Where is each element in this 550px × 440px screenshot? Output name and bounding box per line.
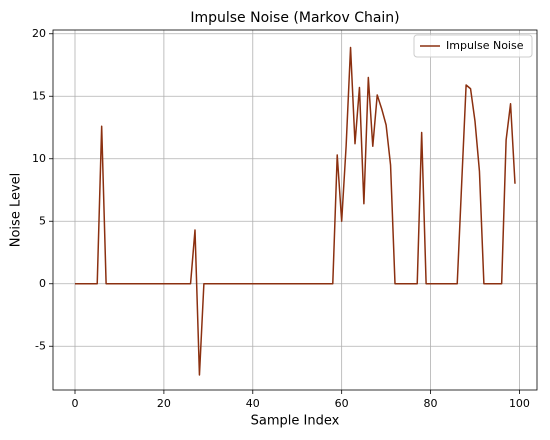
x-tick-label: 80 — [424, 397, 438, 410]
y-tick-label: 10 — [32, 152, 46, 165]
y-tick-label: -5 — [35, 339, 46, 352]
data-line — [75, 46, 516, 376]
y-tick-label: 20 — [32, 27, 46, 40]
y-tick-label: 5 — [39, 214, 46, 227]
legend-box — [413, 34, 533, 58]
plot-frame — [52, 29, 538, 391]
x-tick-label: 20 — [157, 397, 171, 410]
y-tick-label: 15 — [32, 89, 46, 102]
legend-label: Impulse Noise — [446, 39, 524, 52]
x-axis-label: Sample Index — [251, 414, 340, 429]
x-tick-label: 100 — [509, 397, 530, 410]
x-tick-label: 40 — [246, 397, 260, 410]
y-axis-label: Noise Level — [9, 173, 24, 248]
chart-title: Impulse Noise (Markov Chain) — [190, 10, 399, 26]
y-tick-label: 0 — [39, 277, 46, 290]
x-tick-label: 0 — [72, 397, 79, 410]
x-tick-label: 60 — [335, 397, 349, 410]
